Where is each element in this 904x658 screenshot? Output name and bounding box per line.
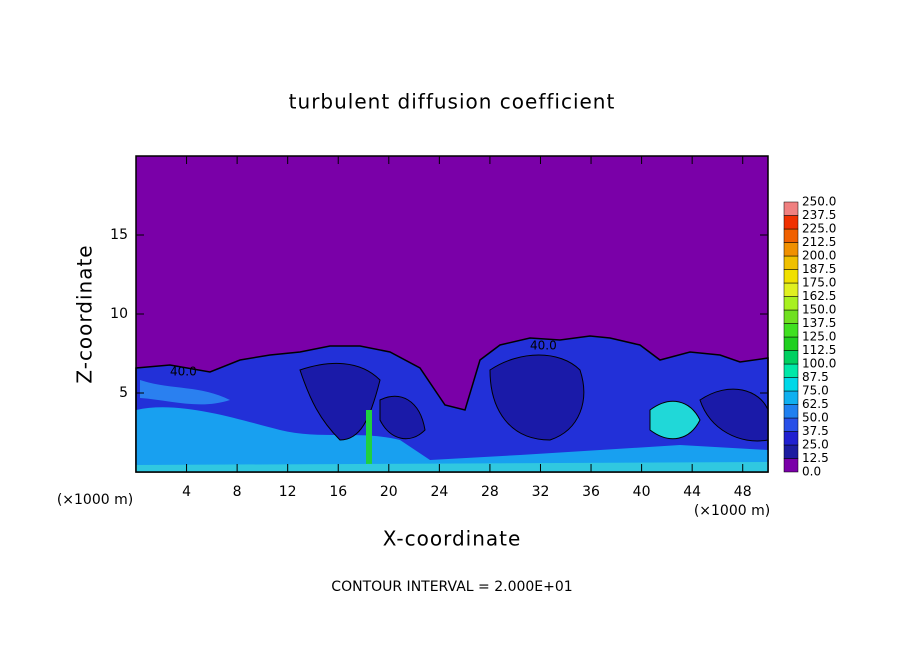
chart-title: turbulent diffusion coefficient bbox=[289, 90, 616, 114]
x-axis-label: X-coordinate bbox=[383, 527, 522, 551]
colorbar-label: 175.0 bbox=[802, 276, 836, 290]
field-region bbox=[379, 395, 426, 440]
colorbar-bin bbox=[783, 296, 799, 311]
x-tick-label: 40 bbox=[633, 484, 651, 500]
field-region bbox=[366, 410, 372, 472]
colorbar-label: 75.0 bbox=[802, 384, 829, 398]
colorbar-bin bbox=[783, 404, 799, 419]
y-tick-label: 10 bbox=[110, 306, 128, 322]
colorbar-label: 250.0 bbox=[802, 195, 836, 209]
colorbar-bin bbox=[783, 228, 799, 243]
field-region bbox=[489, 354, 585, 441]
contour-label: 40.0 bbox=[170, 365, 197, 379]
colorbar-label: 0.0 bbox=[802, 465, 821, 479]
colorbar-bin bbox=[783, 201, 799, 216]
colorbar-label: 112.5 bbox=[802, 343, 836, 357]
colorbar-bin bbox=[783, 269, 799, 284]
colorbar-label: 87.5 bbox=[802, 370, 829, 384]
colorbar-bin bbox=[783, 336, 799, 351]
x-tick-label: 48 bbox=[734, 484, 752, 500]
colorbar-bin bbox=[783, 377, 799, 392]
colorbar-label: 150.0 bbox=[802, 303, 836, 317]
colorbar-label: 12.5 bbox=[802, 451, 829, 465]
colorbar-bin bbox=[783, 282, 799, 297]
colorbar-bin bbox=[783, 242, 799, 257]
colorbar-bin bbox=[783, 431, 799, 446]
colorbar-bin bbox=[783, 458, 799, 473]
colorbar-bin bbox=[783, 255, 799, 270]
colorbar-label: 187.5 bbox=[802, 262, 836, 276]
colorbar-bin bbox=[783, 215, 799, 230]
colorbar-label: 125.0 bbox=[802, 330, 836, 344]
x-tick-label: 44 bbox=[683, 484, 701, 500]
colorbar-label: 37.5 bbox=[802, 424, 829, 438]
field-region bbox=[649, 400, 701, 440]
x-tick-label: 20 bbox=[380, 484, 398, 500]
field-region bbox=[299, 362, 381, 441]
x-unit: (×1000 m) bbox=[694, 503, 770, 519]
field-region bbox=[140, 380, 230, 405]
x-tick-label: 28 bbox=[481, 484, 499, 500]
colorbar-label: 225.0 bbox=[802, 222, 836, 236]
y-axis-label: Z-coordinate bbox=[73, 244, 97, 383]
colorbar-label: 62.5 bbox=[802, 397, 829, 411]
colorbar-bin bbox=[783, 444, 799, 459]
colorbar-label: 212.5 bbox=[802, 235, 836, 249]
colorbar-bin bbox=[783, 350, 799, 365]
colorbar-label: 237.5 bbox=[802, 208, 836, 222]
x-tick-label: 8 bbox=[233, 484, 242, 500]
x-tick-label: 36 bbox=[582, 484, 600, 500]
colorbar-label: 100.0 bbox=[802, 357, 836, 371]
colorbar-label: 25.0 bbox=[802, 438, 829, 452]
y-unit: (×1000 m) bbox=[57, 492, 133, 508]
colorbar-bin bbox=[783, 309, 799, 324]
field-region bbox=[136, 462, 768, 472]
colorbar-bin bbox=[783, 390, 799, 405]
colorbar-bin bbox=[783, 417, 799, 432]
colorbar-label: 137.5 bbox=[802, 316, 836, 330]
field bbox=[135, 156, 769, 473]
contour-label: 40.0 bbox=[530, 339, 557, 353]
x-tick-label: 24 bbox=[430, 484, 448, 500]
colorbar-label: 50.0 bbox=[802, 411, 829, 425]
x-tick-label: 32 bbox=[532, 484, 550, 500]
contour-note: CONTOUR INTERVAL = 2.000E+01 bbox=[331, 579, 572, 595]
field-region bbox=[136, 407, 768, 472]
y-tick-label: 15 bbox=[110, 227, 128, 243]
x-tick-label: 12 bbox=[279, 484, 297, 500]
colorbar-bin bbox=[783, 363, 799, 378]
x-tick-label: 16 bbox=[329, 484, 347, 500]
colorbar-bin bbox=[783, 323, 799, 338]
colorbar-label: 162.5 bbox=[802, 289, 836, 303]
x-tick-label: 4 bbox=[182, 484, 191, 500]
colorbar-label: 200.0 bbox=[802, 249, 836, 263]
y-tick-label: 5 bbox=[119, 385, 128, 401]
